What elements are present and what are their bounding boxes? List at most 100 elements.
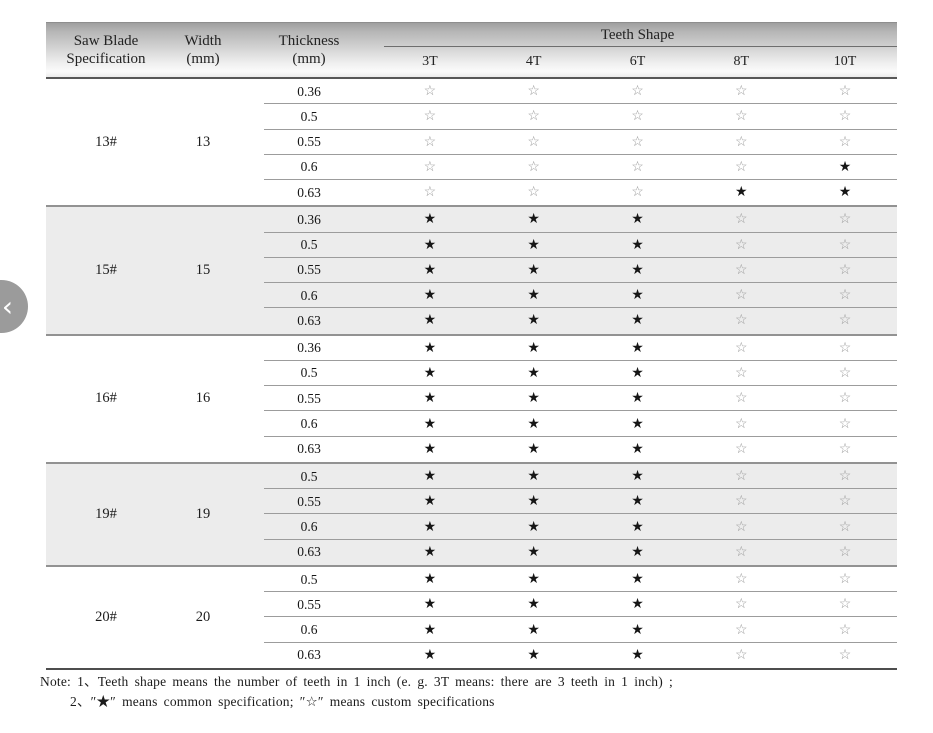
star-filled-icon: ★	[423, 622, 437, 638]
header-saw-blade-specification: Saw Blade Specification	[46, 23, 166, 77]
star-outline-icon: ☆	[838, 597, 852, 613]
header-thickness-line2: (mm)	[292, 51, 326, 67]
row-divider	[264, 410, 897, 412]
star-filled-icon: ★	[631, 647, 644, 663]
star-filled-icon: ★	[423, 519, 437, 535]
star-filled-icon: ★	[838, 159, 852, 175]
star-filled-icon: ★	[527, 519, 540, 535]
star-outline-icon: ☆	[838, 365, 852, 381]
star-filled-icon: ★	[423, 365, 437, 381]
header-width-line1: Width	[184, 33, 222, 49]
footnote-line-2: 2、″★″ means common specification; ″☆″ me…	[70, 693, 495, 709]
star-outline-icon: ☆	[735, 237, 748, 253]
star-outline-icon: ☆	[735, 313, 748, 329]
star-outline-icon: ☆	[423, 159, 437, 175]
star-outline-icon: ☆	[735, 544, 748, 560]
spec-value: 15#	[95, 261, 117, 278]
carousel-prev-button[interactable]: ‹	[0, 280, 28, 333]
star-outline-icon: ☆	[735, 340, 748, 356]
star-outline-icon: ☆	[735, 288, 748, 304]
table-row: 0.36 ★ ★ ★ ☆ ☆	[46, 336, 897, 361]
star-filled-icon: ★	[423, 647, 437, 663]
star-outline-icon: ☆	[735, 109, 748, 125]
spec-value: 19#	[95, 505, 117, 522]
table-row: 0.63 ★ ★ ★ ☆ ☆	[46, 540, 897, 565]
star-outline-icon: ☆	[631, 134, 644, 150]
star-outline-icon: ☆	[735, 365, 748, 381]
row-divider	[264, 231, 897, 233]
star-filled-icon: ★	[527, 544, 540, 560]
spec-group-15: 15# 15 0.36 ★ ★ ★ ☆ ☆ 0.5 ★ ★ ★ ☆ ☆ 0.55 ★ ★ ★ ☆ ☆ 0.6 ★ ★ ★ ☆ ☆ 0…	[46, 205, 897, 334]
table-row: 0.5 ★ ★ ★ ☆ ☆	[46, 361, 897, 387]
header-col-10t: 10T	[833, 54, 857, 69]
star-filled-icon: ★	[631, 212, 644, 228]
table-row: 0.55 ★ ★ ★ ☆ ☆	[46, 386, 897, 412]
star-filled-icon: ★	[423, 572, 437, 588]
star-filled-icon: ★	[527, 365, 540, 381]
star-filled-icon: ★	[527, 441, 540, 457]
star-filled-icon: ★	[527, 237, 540, 253]
row-divider	[264, 256, 897, 258]
row-divider	[264, 435, 897, 437]
chevron-left-icon: ‹	[1, 289, 14, 323]
star-outline-icon: ☆	[423, 185, 437, 201]
star-outline-icon: ☆	[423, 134, 437, 150]
star-outline-icon: ☆	[735, 622, 748, 638]
star-outline-icon: ☆	[735, 212, 748, 228]
thickness-value: 0.5	[300, 468, 318, 484]
star-outline-icon: ☆	[735, 262, 748, 278]
star-filled-icon: ★	[631, 494, 644, 510]
star-outline-icon: ☆	[838, 313, 852, 329]
star-filled-icon: ★	[527, 622, 540, 638]
spec-group-20: 20# 20 0.5 ★ ★ ★ ☆ ☆ 0.55 ★ ★ ★ ☆ ☆ 0.6 ★ ★ ★ ☆ ☆ 0.63 ★ ★ ★ ☆ ☆	[46, 564, 897, 668]
table-row: 0.63 ★ ★ ★ ☆ ☆	[46, 643, 897, 668]
star-filled-icon: ★	[527, 212, 540, 228]
star-filled-icon: ★	[838, 185, 852, 201]
table-row: 0.55 ☆ ☆ ☆ ☆ ☆	[46, 130, 897, 155]
star-outline-icon: ☆	[838, 519, 852, 535]
star-outline-icon: ☆	[735, 159, 748, 175]
thickness-value: 0.63	[297, 647, 321, 663]
width-value: 20	[195, 608, 211, 625]
thickness-value: 0.55	[297, 134, 321, 150]
width-value: 15	[195, 261, 211, 278]
thickness-value: 0.63	[297, 544, 321, 560]
footnote: Note: 1、Teeth shape means the number of …	[40, 672, 900, 711]
row-divider	[264, 538, 897, 540]
table-header: Saw Blade Specification Width (mm) Thick…	[46, 22, 897, 79]
star-outline-icon: ☆	[838, 441, 852, 457]
width-value: 16	[195, 390, 211, 407]
row-divider	[264, 179, 897, 181]
star-filled-icon: ★	[527, 494, 540, 510]
thickness-value: 0.63	[297, 312, 321, 328]
thickness-value: 0.6	[300, 416, 318, 432]
row-divider	[264, 307, 897, 309]
star-outline-icon: ☆	[631, 185, 644, 201]
star-outline-icon: ☆	[838, 134, 852, 150]
spec-value: 20#	[95, 608, 117, 625]
row-divider	[264, 385, 897, 387]
header-col-8t: 8T	[733, 54, 750, 69]
star-outline-icon: ☆	[838, 262, 852, 278]
star-filled-icon: ★	[423, 313, 437, 329]
star-filled-icon: ★	[735, 185, 748, 201]
star-outline-icon: ☆	[423, 109, 437, 125]
thickness-value: 0.63	[297, 184, 321, 200]
star-outline-icon: ☆	[838, 622, 852, 638]
star-filled-icon: ★	[423, 262, 437, 278]
thickness-value: 0.5	[300, 571, 318, 587]
header-teeth-shape-label: Teeth Shape	[378, 23, 897, 47]
star-outline-icon: ☆	[735, 134, 748, 150]
star-filled-icon: ★	[631, 340, 644, 356]
star-outline-icon: ☆	[838, 544, 852, 560]
thickness-value: 0.55	[297, 262, 321, 278]
header-width: Width (mm)	[166, 23, 240, 77]
thickness-value: 0.5	[300, 365, 318, 381]
row-divider	[264, 128, 897, 130]
table-row: 0.6 ★ ★ ★ ☆ ☆	[46, 617, 897, 643]
header-teeth-columns: 3T 4T 6T 8T 10T	[378, 47, 897, 77]
star-filled-icon: ★	[631, 622, 644, 638]
star-outline-icon: ☆	[735, 416, 748, 432]
star-filled-icon: ★	[631, 544, 644, 560]
